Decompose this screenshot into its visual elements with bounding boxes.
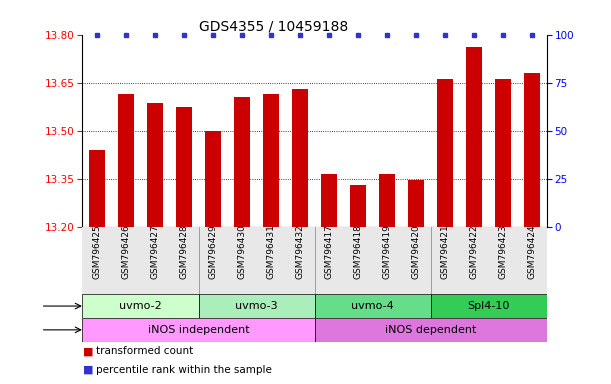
Text: ■: ■ (82, 346, 93, 356)
Text: uvmo-3: uvmo-3 (235, 301, 278, 311)
Bar (292, 89, 308, 227)
Bar (82, 294, 199, 318)
Text: transformed count: transformed count (96, 346, 193, 356)
Bar (205, 131, 221, 227)
Bar (89, 150, 105, 227)
Text: ■: ■ (82, 365, 93, 375)
Bar (350, 185, 366, 227)
Text: iNOS dependent: iNOS dependent (385, 325, 477, 335)
Bar (431, 294, 547, 318)
Bar (147, 104, 163, 227)
Bar (315, 318, 547, 342)
Bar (118, 94, 134, 227)
Bar (321, 174, 337, 227)
Text: Spl4-10: Spl4-10 (467, 301, 510, 311)
Bar (379, 174, 395, 227)
Bar (263, 94, 279, 227)
Bar (524, 73, 540, 227)
Bar (234, 97, 250, 227)
Text: uvmo-2: uvmo-2 (119, 301, 162, 311)
Bar (408, 180, 424, 227)
Bar (315, 294, 431, 318)
Bar (466, 47, 482, 227)
Bar (199, 294, 315, 318)
Bar (496, 79, 511, 227)
Bar (176, 107, 192, 227)
Text: percentile rank within the sample: percentile rank within the sample (96, 365, 272, 375)
Text: iNOS independent: iNOS independent (148, 325, 249, 335)
Text: GDS4355 / 10459188: GDS4355 / 10459188 (199, 20, 348, 33)
Bar (82, 318, 315, 342)
Bar (437, 79, 453, 227)
Text: uvmo-4: uvmo-4 (351, 301, 394, 311)
